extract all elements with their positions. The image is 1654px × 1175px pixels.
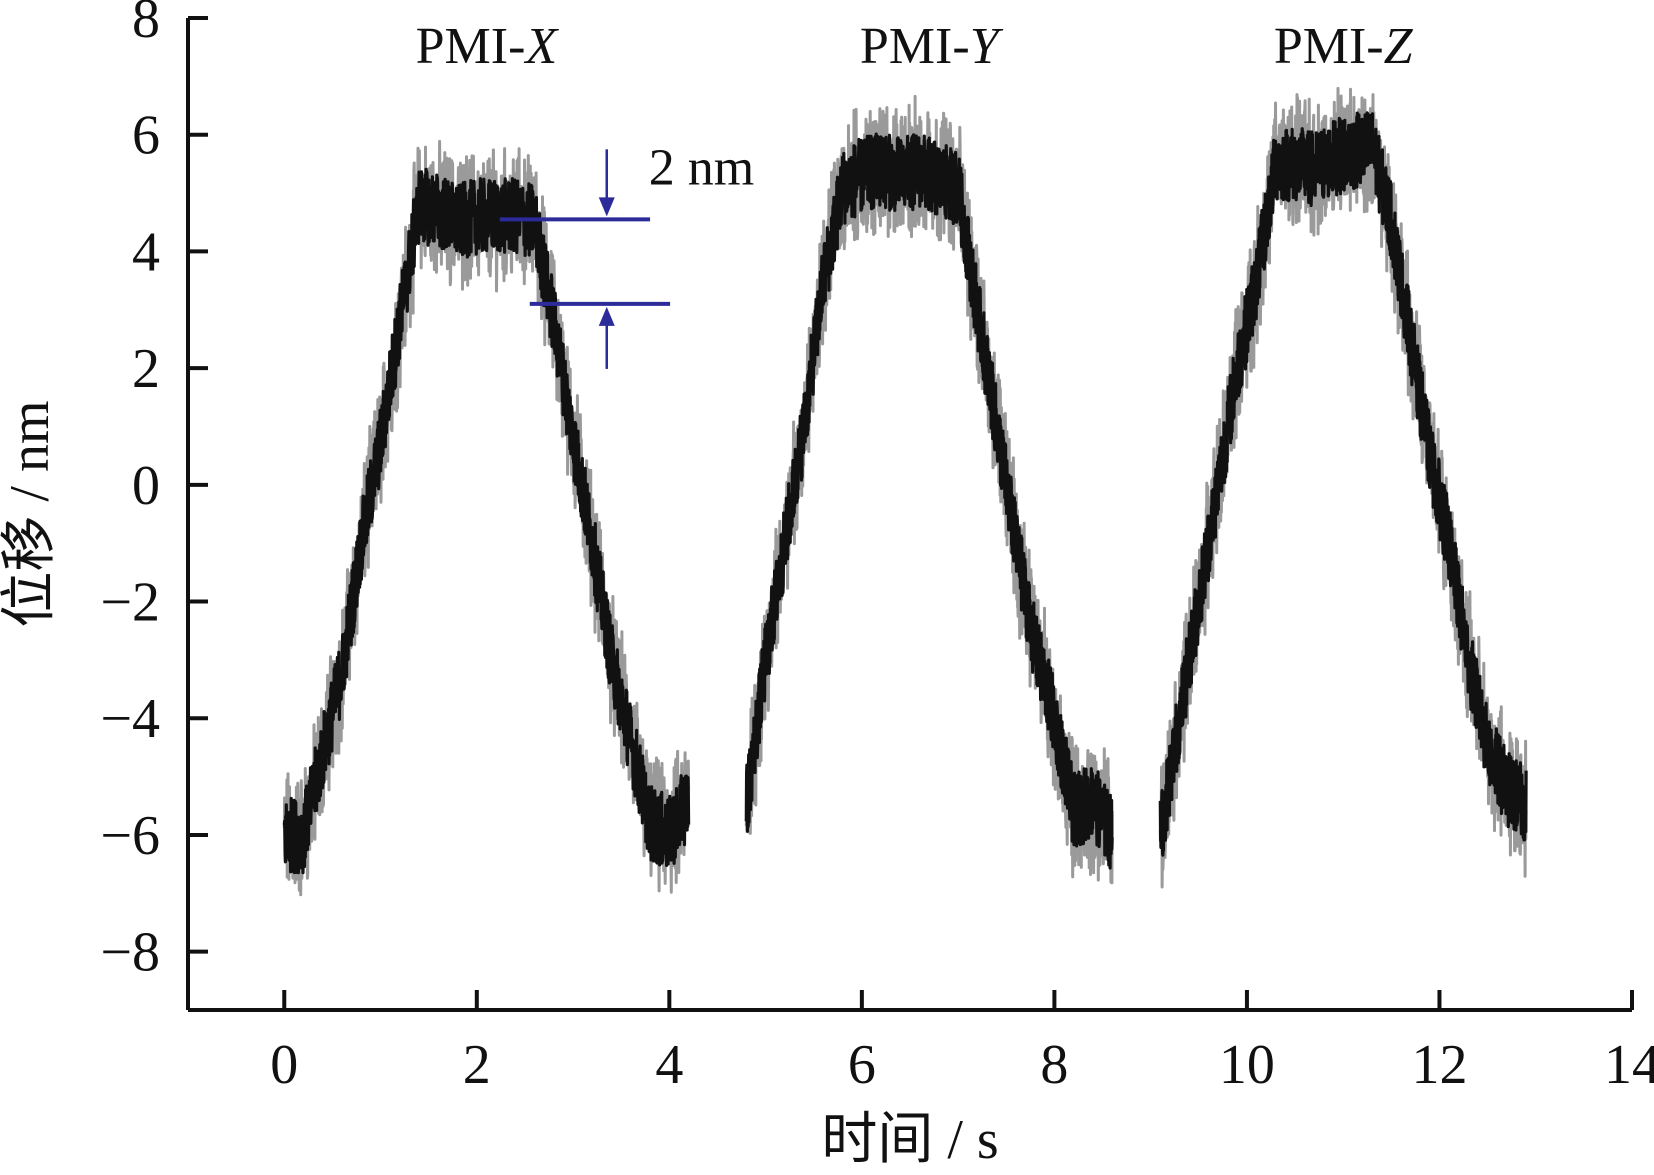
y-tick-label: −4 xyxy=(100,688,160,750)
x-tick-label: 14 xyxy=(1604,1034,1654,1096)
series-labels: PMI-X PMI-Y PMI-Z xyxy=(416,18,1414,75)
x-tick-label: 4 xyxy=(655,1034,683,1096)
x-tick-label: 6 xyxy=(848,1034,876,1096)
series-label-x: PMI-X xyxy=(416,18,560,75)
series-group xyxy=(282,86,1528,897)
series-halo-x xyxy=(282,139,691,897)
series-label-prefix: PMI- xyxy=(1274,18,1384,75)
series-label-prefix: PMI- xyxy=(416,18,526,75)
y-tick-label: 6 xyxy=(132,105,160,167)
x-tick-label: 12 xyxy=(1411,1034,1467,1096)
series-line-z xyxy=(1158,111,1528,857)
x-tick-label: 8 xyxy=(1040,1034,1068,1096)
annotation-arrow-down-head xyxy=(598,197,615,217)
annotation-group: 2 nm xyxy=(499,139,754,369)
series-label-y: PMI-Y xyxy=(860,18,1004,75)
x-axis-label: 时间 / s xyxy=(821,1109,998,1171)
series-label-z: PMI-Z xyxy=(1274,18,1414,75)
annotation-label: 2 nm xyxy=(649,139,754,196)
series-label-axis: X xyxy=(523,18,559,75)
y-axis-label: 位移 / nm xyxy=(0,400,61,627)
series-label-prefix: PMI- xyxy=(860,18,970,75)
y-tick-label: −2 xyxy=(100,572,160,634)
axis-titles: 时间 / s 位移 / nm xyxy=(0,400,999,1171)
series-line-y xyxy=(744,132,1114,870)
series-label-axis: Y xyxy=(970,18,1004,75)
x-tick-label: 10 xyxy=(1219,1034,1275,1096)
series-line-x xyxy=(282,167,691,875)
x-tick-label: 0 xyxy=(270,1034,298,1096)
x-tick-label: 2 xyxy=(463,1034,491,1096)
series-label-axis: Z xyxy=(1384,18,1414,75)
y-tick-label: 4 xyxy=(132,221,160,283)
y-tick-label: 0 xyxy=(132,455,160,517)
y-tick-label: 8 xyxy=(132,0,160,50)
annotation-arrow-up-head xyxy=(598,306,615,326)
y-tick-label: −6 xyxy=(100,805,160,867)
y-tick-label: 2 xyxy=(132,338,160,400)
axes: 0 2 4 6 8 10 12 14 −8 −6 −4 −2 0 2 4 6 8 xyxy=(100,0,1654,1096)
y-tick-label: −8 xyxy=(100,922,160,984)
